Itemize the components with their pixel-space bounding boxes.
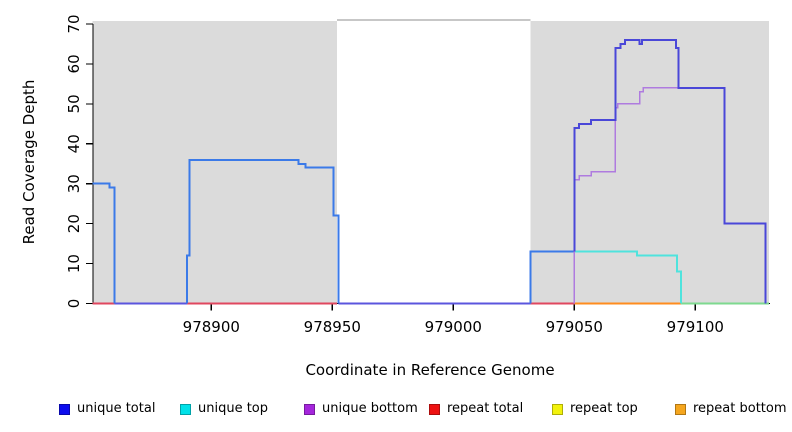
legend-item-repeat-bottom: repeat bottom (675, 402, 787, 416)
y-axis-title: Read Coverage Depth (20, 79, 38, 245)
y-tick-label: 30 (65, 174, 83, 193)
y-tick-label: 70 (65, 14, 83, 33)
unique-total-right-line (573, 39, 767, 304)
legend-swatch-unique-bottom (304, 403, 315, 415)
legend-swatch-repeat-bottom (675, 403, 686, 415)
y-tick-label: 10 (65, 254, 83, 273)
x-tick-label: 978950 (304, 318, 361, 336)
unique-total-left-line (92, 182, 116, 304)
right-shaded-region (530, 21, 770, 304)
y-tick-label: 20 (65, 214, 83, 233)
left-shaded-region (92, 21, 338, 304)
unique-total-left-line (529, 250, 575, 304)
x-axis-title: Coordinate in Reference Genome (305, 361, 555, 379)
y-tick-label: 40 (65, 134, 83, 153)
legend-label: unique bottom (322, 401, 418, 416)
legend-item-unique-total: unique total (59, 402, 155, 416)
y-tick-label: 60 (65, 54, 83, 73)
x-tick-label: 979000 (425, 318, 482, 336)
legend-item-unique-top: unique top (180, 402, 268, 416)
legend-swatch-repeat-top (552, 403, 563, 415)
y-tick-label: 0 (65, 299, 83, 309)
y-tick-label: 50 (65, 94, 83, 113)
x-tick-label: 978900 (183, 318, 240, 336)
legend-swatch-unique-top (180, 403, 191, 415)
unique-top-line (574, 250, 682, 304)
x-tick-label: 979050 (546, 318, 603, 336)
legend-label: unique top (198, 401, 269, 416)
legend-label: repeat bottom (693, 401, 787, 416)
legend-item-repeat-total: repeat total (429, 402, 523, 416)
unique-total-left-line (186, 158, 340, 304)
legend-swatch-unique-total (59, 403, 70, 415)
legend-label: repeat total (447, 401, 524, 416)
legend-item-unique-bottom: unique bottom (304, 402, 418, 416)
legend-label: unique total (77, 401, 156, 416)
legend-label: repeat top (570, 401, 638, 416)
x-tick-label: 979100 (667, 318, 724, 336)
legend-swatch-repeat-total (429, 403, 440, 415)
legend-item-repeat-top: repeat top (552, 402, 638, 416)
